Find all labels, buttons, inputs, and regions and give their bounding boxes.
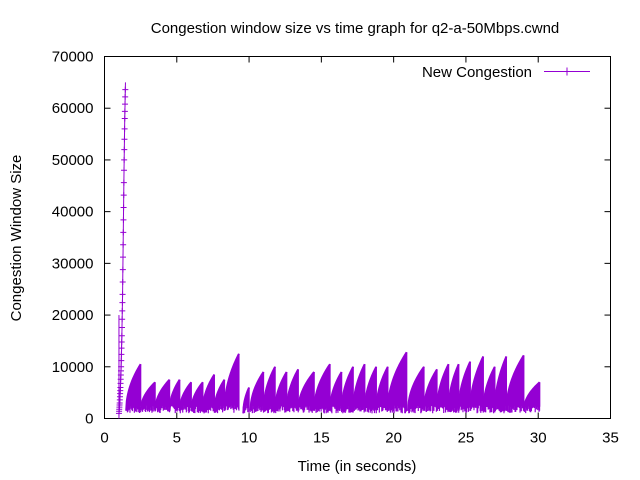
data-point xyxy=(119,278,126,285)
cwnd-hatch xyxy=(223,353,240,413)
cwnd-hatch xyxy=(375,366,389,414)
data-point xyxy=(120,229,127,236)
legend: New Congestion xyxy=(422,64,590,81)
data-point xyxy=(121,108,128,115)
data-point xyxy=(120,179,127,186)
y-tick-label: 50000 xyxy=(52,152,94,169)
cwnd-hatch xyxy=(213,379,226,414)
x-tick-label: 20 xyxy=(385,430,402,447)
cwnd-hatch xyxy=(125,364,142,413)
data-point xyxy=(120,216,127,223)
y-tick-label: 0 xyxy=(85,411,93,428)
data-point xyxy=(119,316,126,323)
cwnd-hatch xyxy=(190,382,204,414)
cwnd-hatch xyxy=(329,371,343,414)
x-tick-label: 25 xyxy=(458,430,475,447)
x-tick-label: 5 xyxy=(173,430,181,447)
cwnd-hatch xyxy=(436,364,450,413)
data-point xyxy=(121,136,128,143)
cwnd-hatch xyxy=(505,355,525,413)
y-axis-label: Congestion Window Size xyxy=(8,155,25,322)
cwnd-hatch xyxy=(297,371,315,413)
cwnd-hatch xyxy=(387,352,408,414)
cwnd-hatch xyxy=(168,379,181,414)
plot-frame xyxy=(104,56,611,419)
cwnd-hatch xyxy=(242,387,250,414)
y-tick-label: 10000 xyxy=(52,359,94,376)
x-tick-label: 30 xyxy=(530,430,547,447)
cwnd-hatch xyxy=(407,366,425,414)
data-point xyxy=(120,192,127,199)
data-point xyxy=(121,167,128,174)
data-point xyxy=(119,291,126,298)
data-point xyxy=(121,125,128,132)
cwnd-hatch xyxy=(262,366,276,414)
cwnd-hatch xyxy=(352,364,366,413)
data-point xyxy=(122,86,129,93)
cwnd-hatch xyxy=(249,371,265,414)
cwnd-hatch xyxy=(286,369,299,413)
cwnd-hatch xyxy=(482,366,496,414)
cwnd-hatch xyxy=(469,356,484,414)
data-point xyxy=(119,266,126,273)
y-tick-label: 60000 xyxy=(52,100,94,117)
cwnd-hatch xyxy=(274,371,288,414)
data-point xyxy=(118,338,125,345)
y-tick-label: 30000 xyxy=(52,255,94,272)
data-point xyxy=(119,307,126,314)
data-point xyxy=(118,332,125,339)
x-tick-label: 35 xyxy=(602,430,619,447)
y-tick-label: 70000 xyxy=(52,49,94,66)
cwnd-hatch xyxy=(313,364,331,414)
data-point xyxy=(120,241,127,248)
x-axis-label: Time (in seconds) xyxy=(298,458,417,475)
cwnd-hatch xyxy=(341,366,354,414)
data-point xyxy=(121,146,128,153)
legend-label: New Congestion xyxy=(422,64,532,81)
slow-start-line xyxy=(118,82,126,414)
cwnd-hatch xyxy=(423,369,438,414)
data-point xyxy=(121,115,128,122)
cwnd-hatch xyxy=(458,361,471,413)
cwnd-hatch xyxy=(447,364,460,413)
data-point xyxy=(118,324,125,331)
cwnd-hatch xyxy=(494,356,508,414)
x-tick-label: 0 xyxy=(100,430,108,447)
series-new-congestion xyxy=(115,82,541,419)
cwnd-hatch xyxy=(364,366,377,414)
x-tick-label: 15 xyxy=(313,430,330,447)
chart-title: Congestion window size vs time graph for… xyxy=(151,20,560,37)
y-axis-ticks: 0 10000 20000 30000 40000 50000 60000 70000 xyxy=(52,49,611,428)
data-point xyxy=(120,204,127,211)
data-point xyxy=(120,254,127,261)
cwnd-hatch xyxy=(179,382,192,414)
x-tick-label: 10 xyxy=(241,430,258,447)
y-tick-label: 20000 xyxy=(52,307,94,324)
cwnd-hatch xyxy=(202,374,215,414)
cwnd-hatch xyxy=(523,382,541,414)
x-axis-ticks: 0 5 10 15 20 25 30 35 xyxy=(100,56,619,447)
cwnd-hatch xyxy=(140,382,156,413)
data-point xyxy=(122,101,129,108)
data-point xyxy=(121,156,128,163)
cwnd-hatch xyxy=(154,379,171,413)
data-point xyxy=(118,345,125,352)
data-point xyxy=(122,93,129,100)
y-tick-label: 40000 xyxy=(52,204,94,221)
data-point xyxy=(119,299,126,306)
